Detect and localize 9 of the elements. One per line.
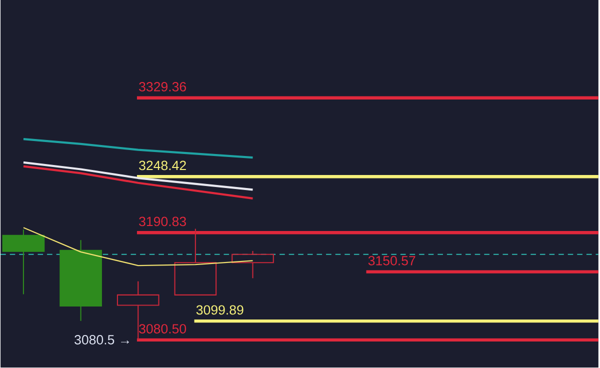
ref-line-label: 3099.89	[196, 305, 244, 315]
candlestick	[60, 240, 102, 322]
ref-line-label: 3080.50	[139, 324, 186, 334]
candlestick	[232, 250, 274, 279]
ref-line-label: 3248.42	[139, 160, 186, 170]
annotation: 3080.5 →	[74, 335, 129, 345]
ref-line-label: 3329.36	[139, 82, 186, 92]
ref-line-label: 3150.57	[368, 256, 416, 266]
ref-line-label: 3190.83	[139, 216, 186, 226]
